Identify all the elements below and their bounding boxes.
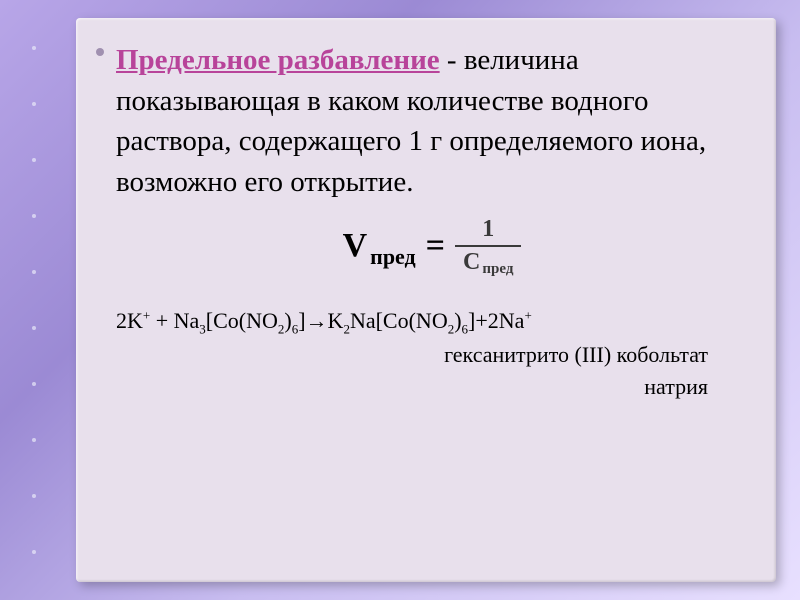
fraction-numerator: 1 xyxy=(474,216,502,245)
formula: V пред = 1 Спред xyxy=(116,216,748,276)
formula-fraction: 1 Спред xyxy=(455,216,521,276)
compound-name-line2: натрия xyxy=(116,372,748,402)
formula-var-sub: пред xyxy=(370,244,416,270)
denom-var: С xyxy=(463,249,480,275)
equation-line: 2K+ + Na3[Co(NO2)6]→K2Na[Co(NO2)6]+2Na+ xyxy=(116,306,748,338)
term-text: Предельное разбавление xyxy=(116,44,440,76)
denom-sub: пред xyxy=(482,261,513,277)
chemical-equation: 2K+ + Na3[Co(NO2)6]→K2Na[Co(NO2)6]+2Na+ … xyxy=(116,306,748,401)
formula-equals: = xyxy=(426,227,445,265)
fraction-denominator: Спред xyxy=(455,247,521,276)
bullet-icon xyxy=(96,48,104,56)
formula-lhs: V пред xyxy=(343,227,416,265)
slide-card: Предельное разбавление - величина показы… xyxy=(76,18,776,582)
compound-name-line1: гексанитрито (III) кобольтат xyxy=(116,340,748,370)
formula-var: V xyxy=(343,227,368,265)
left-decoration xyxy=(32,20,42,580)
definition-paragraph: Предельное разбавление - величина показы… xyxy=(116,40,748,202)
